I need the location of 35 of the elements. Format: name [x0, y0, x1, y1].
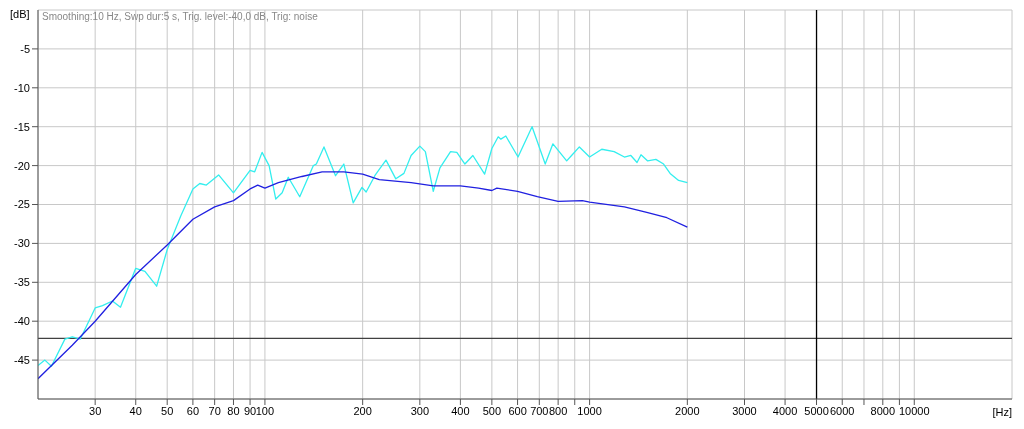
x-tick-label: 40 — [129, 404, 142, 417]
x-tick-label: 500 — [482, 404, 502, 417]
x-tick-label: 4000 — [772, 404, 798, 417]
y-tick-label: -40 — [14, 315, 30, 328]
y-tick-label: -10 — [14, 81, 30, 94]
x-tick-label: 3000 — [732, 404, 757, 417]
y-tick-label: -15 — [14, 120, 30, 133]
x-tick-label: 10000 — [898, 404, 930, 417]
x-tick-label: 100 — [255, 404, 275, 417]
x-tick-label: 6000 — [830, 404, 855, 417]
x-tick-label: 8000 — [870, 404, 896, 417]
annotation: Smoothing:10 Hz, Swp dur:5 s, Trig. level:-40,0 dB, Trig: noise — [42, 11, 318, 22]
y-axis-title: [dB] — [10, 8, 30, 20]
x-tick-label: 60 — [186, 404, 200, 417]
x-tick-label: 300 — [410, 404, 430, 417]
x-tick-label: 80 — [227, 404, 240, 417]
x-tick-label: 600 — [508, 404, 527, 417]
y-tick-label: -20 — [14, 159, 30, 172]
x-tick-label: 700 — [530, 404, 549, 417]
y-tick-label: -30 — [14, 237, 30, 250]
y-tick-label: -45 — [14, 354, 30, 367]
y-tick-label: -25 — [14, 198, 30, 211]
x-tick-label: 800 — [548, 404, 568, 417]
x-tick-label: 5000 — [804, 404, 829, 417]
x-tick-label: 30 — [89, 404, 102, 417]
x-tick-label: 200 — [353, 404, 372, 417]
x-axis-title: [Hz] — [992, 406, 1012, 418]
x-tick-label: 400 — [451, 404, 470, 417]
y-tick-label: -5 — [20, 42, 30, 55]
x-tick-label: 90 — [243, 404, 257, 417]
x-tick-label: 1000 — [577, 404, 602, 417]
x-tick-label: 50 — [161, 404, 174, 417]
y-tick-label: -35 — [14, 276, 30, 289]
x-tick-label: 2000 — [675, 404, 700, 417]
x-tick-label: 70 — [208, 404, 221, 417]
